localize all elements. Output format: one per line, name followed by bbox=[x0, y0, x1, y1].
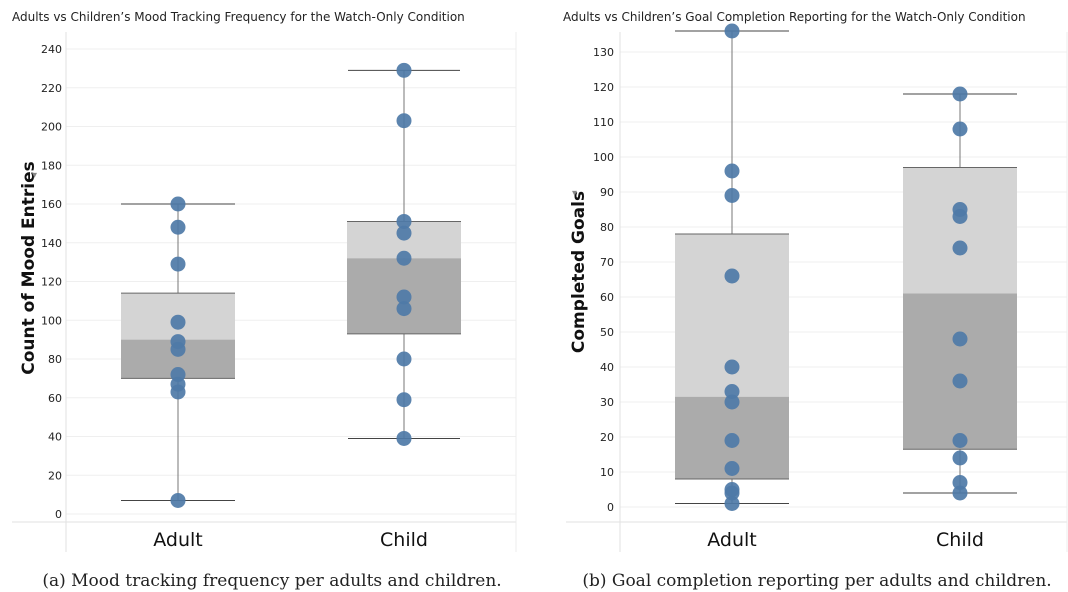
chart-b-point-adult[interactable] bbox=[724, 482, 740, 497]
chart-b-point-child[interactable] bbox=[952, 433, 968, 448]
chart-a-point-child[interactable] bbox=[396, 113, 412, 129]
chart-b-point-adult[interactable] bbox=[724, 188, 740, 203]
chart-b-box-upper-child bbox=[903, 167, 1017, 294]
chart-a-caption: (a) Mood tracking frequency per adults a… bbox=[42, 571, 501, 591]
chart-a-point-adult[interactable] bbox=[170, 314, 186, 330]
chart-b-caption: (b) Goal completion reporting per adults… bbox=[582, 571, 1051, 591]
chart-b-y-tick-label: 90 bbox=[600, 186, 614, 199]
panel-b: Adults vs Children’s Goal Completion Rep… bbox=[563, 10, 1068, 591]
chart-a-point-adult[interactable] bbox=[170, 367, 186, 382]
chart-b-y-tick-label: 70 bbox=[600, 256, 614, 269]
chart-a-point-adult[interactable] bbox=[170, 492, 186, 508]
chart-a-plot: 0 20 40 60 80 100 120 140 160 180 200 220 240 Adult Ch… bbox=[12, 32, 517, 552]
chart-a-category-label-adult: Adult bbox=[153, 529, 203, 551]
chart-b-point-adult[interactable] bbox=[724, 23, 740, 39]
sort-icon[interactable]: ▾ bbox=[32, 170, 37, 181]
chart-b-point-adult[interactable] bbox=[724, 384, 740, 399]
chart-b-box-lower-child bbox=[903, 293, 1017, 450]
chart-a-y-tick-label: 220 bbox=[41, 82, 62, 95]
chart-a-category-label-child: Child bbox=[380, 529, 428, 551]
chart-b-y-tick-label: 80 bbox=[600, 221, 614, 234]
chart-a-y-tick-label: 240 bbox=[41, 43, 62, 56]
chart-a-point-child[interactable] bbox=[396, 213, 412, 229]
chart-a-point-child[interactable] bbox=[396, 392, 412, 408]
chart-b-point-child[interactable] bbox=[952, 202, 968, 217]
chart-b-point-child[interactable] bbox=[952, 450, 968, 466]
chart-b-title: Adults vs Children’s Goal Completion Rep… bbox=[563, 10, 1026, 24]
chart-b-y-tick-label: 50 bbox=[600, 326, 614, 339]
chart-b-y-tick-label: 10 bbox=[600, 466, 614, 479]
chart-b-point-child[interactable] bbox=[952, 121, 968, 137]
chart-a-y-tick-label: 0 bbox=[55, 508, 62, 521]
chart-a-y-tick-label: 20 bbox=[48, 469, 62, 482]
chart-a-y-tick-label: 120 bbox=[41, 276, 62, 289]
chart-a-ylabel: Count of Mood Entries bbox=[19, 161, 39, 374]
chart-b-point-adult[interactable] bbox=[724, 163, 740, 179]
chart-b-point-adult[interactable] bbox=[724, 268, 740, 284]
chart-a-point-child[interactable] bbox=[396, 225, 412, 241]
chart-b-point-child[interactable] bbox=[952, 240, 968, 256]
chart-a-point-adult[interactable] bbox=[170, 219, 186, 235]
chart-b-point-child[interactable] bbox=[952, 373, 968, 389]
chart-a-point-child[interactable] bbox=[396, 62, 412, 78]
chart-a-y-tick-label: 60 bbox=[48, 392, 62, 405]
chart-b-y-tick-label: 130 bbox=[593, 46, 614, 59]
chart-b-point-child[interactable] bbox=[952, 475, 968, 490]
chart-b-y-tick-label: 60 bbox=[600, 291, 614, 304]
chart-a-y-tick-label: 200 bbox=[41, 121, 62, 134]
chart-b-category-label-child: Child bbox=[936, 529, 984, 551]
chart-b-point-child[interactable] bbox=[952, 485, 968, 501]
chart-b-y-tick-label: 30 bbox=[600, 396, 614, 409]
chart-b-y-tick-label: 0 bbox=[607, 501, 614, 514]
chart-a-y-tick-label: 140 bbox=[41, 237, 62, 250]
chart-b-y-tick-label: 110 bbox=[593, 116, 614, 129]
chart-a-point-child[interactable] bbox=[396, 250, 412, 266]
chart-a-point-adult[interactable] bbox=[170, 334, 186, 350]
chart-a-point-adult[interactable] bbox=[170, 196, 186, 212]
chart-a-point-child[interactable] bbox=[396, 301, 412, 317]
chart-b-point-adult[interactable] bbox=[724, 496, 740, 511]
chart-b-ylabel: Completed Goals bbox=[569, 191, 589, 353]
chart-b-y-tick-label: 20 bbox=[600, 431, 614, 444]
chart-b-point-adult[interactable] bbox=[724, 394, 740, 410]
chart-a-point-child[interactable] bbox=[396, 289, 412, 305]
chart-a-point-adult[interactable] bbox=[170, 256, 186, 272]
chart-b-plot: 0 10 20 30 40 50 60 70 80 90 100 110 120 130 Adult Chil… bbox=[566, 23, 1068, 552]
chart-a-point-child[interactable] bbox=[396, 351, 412, 367]
chart-b-point-child[interactable] bbox=[952, 86, 968, 102]
sort-icon[interactable]: ▾ bbox=[572, 188, 577, 199]
chart-b-y-tick-label: 40 bbox=[600, 361, 614, 374]
panel-a: Adults vs Children’s Mood Tracking Frequ… bbox=[12, 10, 517, 591]
chart-b-point-adult[interactable] bbox=[724, 359, 740, 375]
chart-a-y-tick-label: 80 bbox=[48, 353, 62, 366]
chart-b-point-child[interactable] bbox=[952, 331, 968, 347]
chart-a-title: Adults vs Children’s Mood Tracking Frequ… bbox=[12, 10, 465, 24]
chart-b-point-adult[interactable] bbox=[724, 433, 740, 448]
chart-b-y-tick-label: 120 bbox=[593, 81, 614, 94]
chart-a-y-tick-label: 180 bbox=[41, 159, 62, 172]
chart-b-category-label-adult: Adult bbox=[707, 529, 757, 551]
chart-a-y-tick-label: 100 bbox=[41, 314, 62, 327]
chart-a-point-child[interactable] bbox=[396, 430, 412, 446]
chart-a-y-tick-label: 160 bbox=[41, 198, 62, 211]
chart-a-y-tick-label: 40 bbox=[48, 431, 62, 444]
chart-b-y-tick-label: 100 bbox=[593, 151, 614, 164]
chart-b-point-adult[interactable] bbox=[724, 461, 740, 476]
